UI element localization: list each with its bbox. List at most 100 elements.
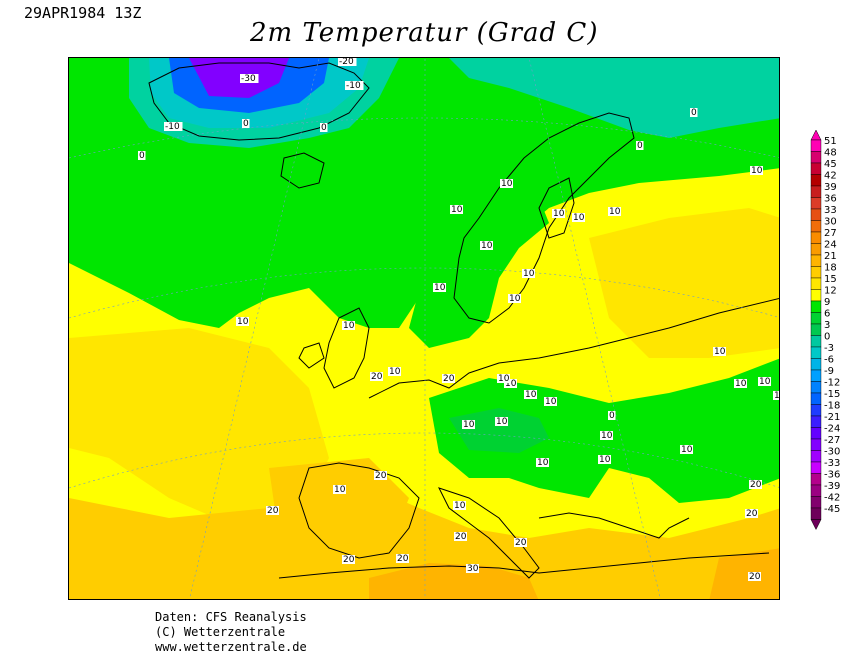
- contour-label: 10: [237, 317, 249, 327]
- legend-value: -33: [824, 458, 840, 469]
- legend-swatch: [810, 197, 822, 210]
- legend-swatch: [810, 369, 822, 382]
- contour-label: 20: [371, 372, 383, 382]
- legend-value: 51: [824, 136, 837, 147]
- contour-label: 10: [343, 321, 355, 331]
- legend-value: -30: [824, 447, 840, 458]
- contour-label-bg: [508, 294, 521, 303]
- contour-label: 20: [746, 509, 758, 519]
- contour-label: 20: [267, 506, 279, 516]
- legend-value: 42: [824, 171, 837, 182]
- legend-arrow-top: [810, 129, 822, 141]
- contour-label: 0: [609, 411, 615, 421]
- legend-swatch: [810, 266, 822, 279]
- contour-label: 30: [467, 564, 479, 574]
- contour-label: 20: [443, 374, 455, 384]
- contour-label-bg: [236, 317, 249, 326]
- legend-swatch: [810, 174, 822, 187]
- contour-label-bg: [713, 347, 726, 356]
- contour-label: 0: [139, 151, 145, 161]
- legend-arrow-bottom: [810, 519, 822, 531]
- field-orange-iberia: [269, 458, 409, 568]
- field-darkorange-se: [709, 548, 779, 599]
- contour-label: 20: [749, 572, 761, 582]
- contour-label-bg: [342, 321, 355, 330]
- legend-value: -45: [824, 504, 840, 515]
- contour-label-bg: [266, 506, 279, 515]
- legend-value: -15: [824, 389, 840, 400]
- field-gold-east: [589, 208, 779, 358]
- contour-label-bg: [522, 269, 535, 278]
- contour-label-bg: [388, 367, 401, 376]
- legend-swatch: [810, 231, 822, 244]
- contour-label-bg: [514, 538, 527, 547]
- legend-swatch: [810, 312, 822, 325]
- legend-swatch: [810, 323, 822, 336]
- contour-label-bg: [773, 391, 779, 400]
- contour-label-bg: [497, 374, 510, 383]
- field-green-scandinavia: [409, 178, 549, 348]
- contour-label: 10: [525, 390, 537, 400]
- legend-value: 45: [824, 159, 837, 170]
- contour-label: 10: [545, 397, 557, 407]
- contour-label-bg: [608, 207, 621, 216]
- legend-swatch: [810, 243, 822, 256]
- contour-label: 10: [573, 213, 585, 223]
- legend-value: 24: [824, 240, 837, 251]
- field-gold-atlantic: [69, 328, 329, 528]
- legend-swatch: [810, 289, 822, 302]
- legend-swatch: [810, 346, 822, 359]
- legend-swatch: [810, 254, 822, 267]
- map-title: 2m Temperatur (Grad C): [250, 18, 599, 48]
- legend-swatch: [810, 438, 822, 451]
- legend-swatch: [810, 277, 822, 290]
- legend-value: 36: [824, 194, 837, 205]
- contour-label: 0: [321, 123, 327, 133]
- contour-label: 20: [455, 532, 467, 542]
- contour-label: 10: [505, 379, 517, 389]
- contour-label-bg: [749, 480, 762, 489]
- legend-swatch: [810, 496, 822, 509]
- contour-label: 10: [735, 379, 747, 389]
- contour-label: 10: [599, 455, 611, 465]
- legend-value: 39: [824, 182, 837, 193]
- legend-value: -6: [824, 355, 834, 366]
- graticule: [69, 58, 779, 599]
- legend-value: 48: [824, 148, 837, 159]
- legend-value: -36: [824, 470, 840, 481]
- legend-swatch: [810, 358, 822, 371]
- contour-label: 10: [609, 207, 621, 217]
- legend-value: 27: [824, 228, 837, 239]
- contour-label-bg: [544, 397, 557, 406]
- field-orange-south: [69, 478, 779, 599]
- contour-label-bg: [636, 141, 644, 150]
- credit-data-source: Daten: CFS Reanalysis: [155, 610, 307, 624]
- contour-label-bg: [462, 420, 475, 429]
- contour-label-bg: [442, 374, 455, 383]
- contour-label-bg: [396, 554, 409, 563]
- contour-label-bg: [338, 58, 357, 66]
- credit-website: www.wetterzentrale.de: [155, 640, 307, 654]
- legend-swatch: [810, 484, 822, 497]
- contour-label: 10: [481, 241, 493, 251]
- contour-label: -20: [339, 58, 354, 67]
- contour-label-bg: [454, 532, 467, 541]
- contour-label: 10: [774, 391, 780, 401]
- contour-label-bg: [690, 108, 698, 117]
- legend-swatch: [810, 335, 822, 348]
- contour-label: 0: [243, 119, 249, 129]
- contour-label: 10: [498, 374, 510, 384]
- contour-label-bg: [370, 372, 383, 381]
- contour-label-bg: [758, 377, 771, 386]
- legend-value: 0: [824, 332, 830, 343]
- coastlines: [148, 62, 779, 579]
- contour-label: 10: [537, 458, 549, 468]
- contour-label: -10: [165, 122, 180, 132]
- contour-label-bg: [748, 572, 761, 581]
- legend-value: 3: [824, 320, 830, 331]
- legend-value: 12: [824, 286, 837, 297]
- contour-label-bg: [342, 555, 355, 564]
- contour-label: 10: [501, 179, 513, 189]
- field-teal-arctic: [449, 58, 779, 138]
- contour-label: 20: [343, 555, 355, 565]
